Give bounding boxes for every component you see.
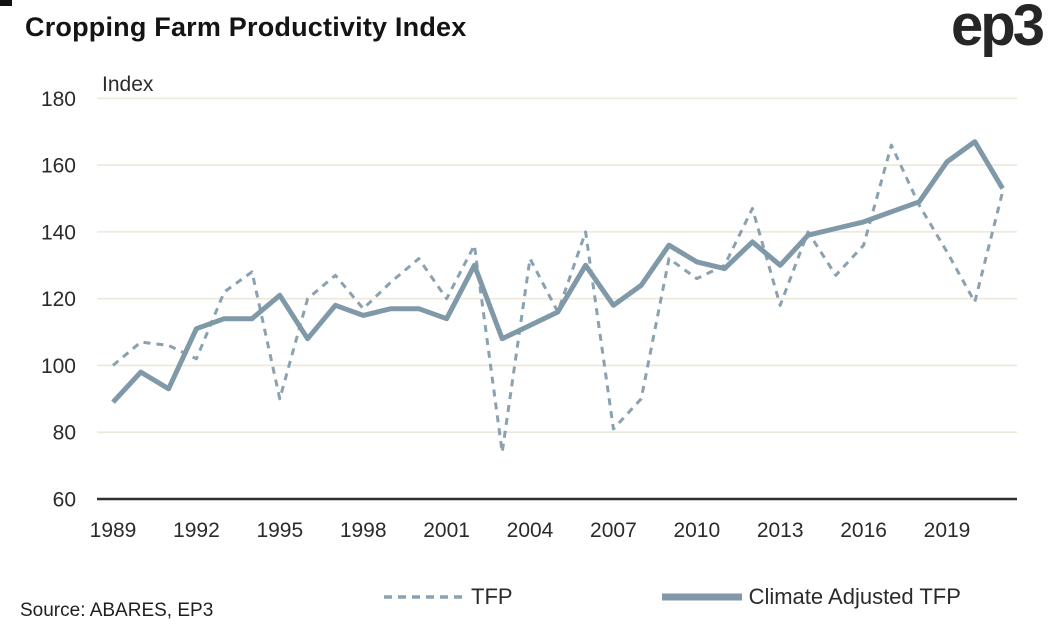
legend-item-climate-adjusted-tfp: Climate Adjusted TFP (661, 584, 961, 610)
y-tick-label: 180 (41, 88, 76, 111)
x-tick-label: 2016 (840, 519, 887, 542)
x-tick-label: 1992 (173, 519, 220, 542)
page-title: Cropping Farm Productivity Index (25, 12, 467, 42)
x-tick-label: 2013 (757, 519, 804, 542)
chart-legend: TFP Climate Adjusted TFP (383, 584, 961, 610)
y-tick-label: 160 (41, 155, 76, 178)
legend-item-tfp: TFP (383, 584, 513, 610)
y-tick-label: 120 (41, 288, 76, 311)
productivity-line-chart: 60 80 100 120 140 160 180 Index 1989 1992 1995 1998… (41, 73, 1017, 542)
climate-adjusted-tfp-line (111, 139, 1005, 404)
y-tick-label: 140 (41, 221, 76, 244)
x-tick-label: 1995 (256, 519, 303, 542)
x-tick-label: 1998 (340, 519, 387, 542)
x-tick-label: 2007 (590, 519, 637, 542)
tfp-dashed-line-swatch (384, 595, 464, 599)
tfp-line (112, 143, 1005, 454)
climate-adjusted-tfp-solid-line-swatch (661, 593, 742, 601)
x-tick-label: 2004 (507, 519, 554, 542)
y-tick-label: 100 (41, 355, 76, 378)
y-axis-title: Index (102, 73, 154, 96)
y-tick-label: 60 (53, 489, 76, 512)
x-tick-label: 2019 (924, 519, 971, 542)
y-tick-label: 80 (53, 422, 76, 445)
corner-mark (0, 0, 12, 6)
x-tick-label: 2010 (673, 519, 720, 542)
ep3-logo: ep3 (951, 0, 1045, 58)
x-tick-label: 1989 (90, 519, 137, 542)
legend-label-tfp: TFP (471, 584, 513, 609)
source-note: Source: ABARES, EP3 (20, 600, 214, 621)
x-tick-label: 2001 (423, 519, 470, 542)
legend-label-climate-adjusted-tfp: Climate Adjusted TFP (748, 584, 961, 609)
